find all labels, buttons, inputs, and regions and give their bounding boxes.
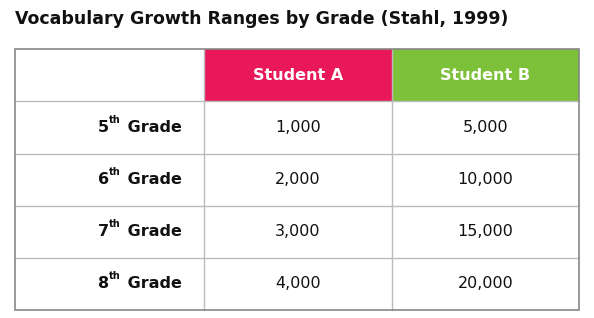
Text: 4,000: 4,000 (275, 276, 321, 292)
Text: Grade: Grade (122, 276, 182, 292)
Text: 20,000: 20,000 (457, 276, 513, 292)
Text: 3,000: 3,000 (275, 224, 320, 239)
Text: Grade: Grade (122, 224, 182, 239)
Text: Grade: Grade (122, 120, 182, 135)
Text: 6: 6 (98, 172, 109, 187)
Text: 10,000: 10,000 (457, 172, 513, 187)
Text: 5: 5 (98, 120, 109, 135)
Text: 8: 8 (98, 276, 109, 292)
Text: th: th (109, 167, 121, 177)
Text: th: th (109, 219, 121, 229)
Text: th: th (109, 271, 121, 281)
Text: 2,000: 2,000 (275, 172, 321, 187)
Text: 15,000: 15,000 (457, 224, 513, 239)
Text: Student A: Student A (252, 68, 343, 83)
Text: 5,000: 5,000 (463, 120, 508, 135)
Text: Grade: Grade (122, 172, 182, 187)
Text: Student B: Student B (440, 68, 530, 83)
Text: 7: 7 (98, 224, 109, 239)
Text: 1,000: 1,000 (275, 120, 321, 135)
Text: th: th (109, 115, 121, 125)
Text: Vocabulary Growth Ranges by Grade (Stahl, 1999): Vocabulary Growth Ranges by Grade (Stahl… (15, 10, 508, 28)
